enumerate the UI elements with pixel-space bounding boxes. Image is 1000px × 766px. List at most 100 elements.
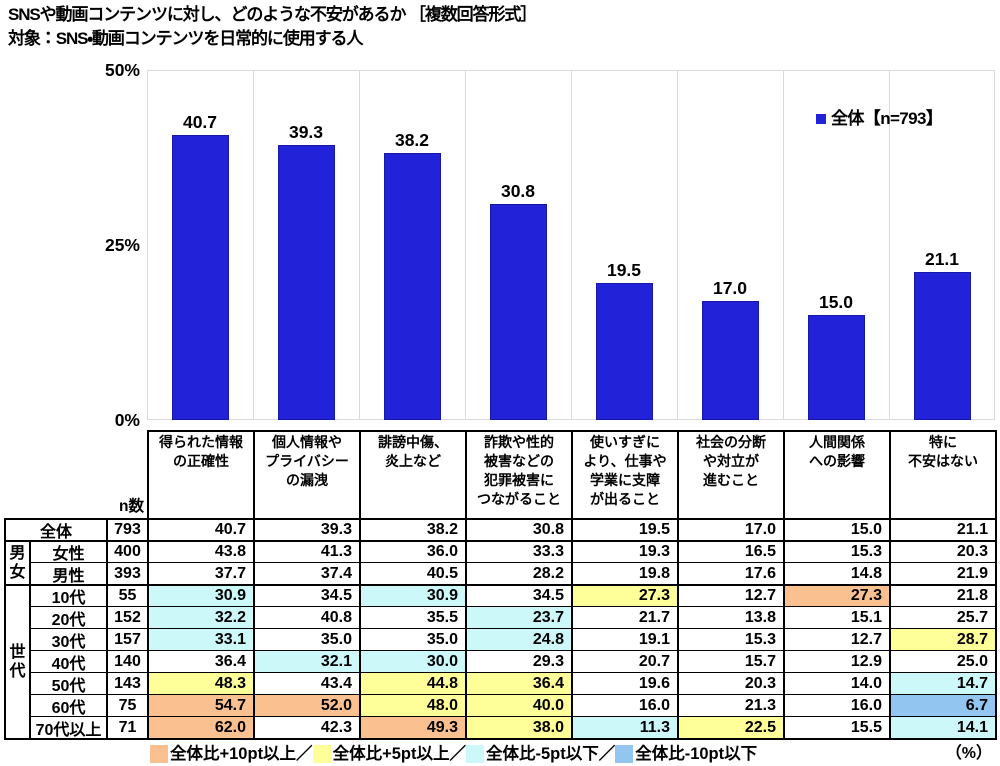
table-cell: 52.0 [253, 694, 359, 716]
table-cell: 34.5 [253, 584, 359, 606]
chart-title: SNSや動画コンテンツに対し、どのような不安があるか ［複数回答形式］ [8, 5, 537, 24]
table-cell: 32.2 [147, 606, 253, 628]
table-cell: 16.0 [783, 694, 889, 716]
gridline-vertical [677, 70, 678, 420]
table-cell: 43.8 [147, 540, 253, 562]
row-label: 20代 [29, 606, 106, 628]
table-cell: 39.3 [253, 518, 359, 540]
table-cell: 38.2 [359, 518, 465, 540]
table-cell: 30.0 [359, 650, 465, 672]
y-tick-25: 25% [104, 235, 140, 255]
highlight-label: 全体比+5pt以上／ [332, 745, 466, 763]
column-header: 特に 不安はない [889, 430, 995, 518]
table-cell: 16.0 [571, 694, 677, 716]
table-cell: 34.5 [465, 584, 571, 606]
bar-value-label: 15.0 [818, 292, 854, 312]
gridline-vertical [253, 70, 254, 420]
table-cell: 41.3 [253, 540, 359, 562]
table-cell: 40.5 [359, 562, 465, 584]
highlight-swatch-c [465, 745, 484, 763]
table-cell: 12.7 [677, 584, 783, 606]
table-cell: 20.3 [889, 540, 995, 562]
bar-value-label: 17.0 [712, 278, 748, 298]
table-cell: 15.7 [677, 650, 783, 672]
table-cell: 30.9 [359, 584, 465, 606]
table-cell: 33.1 [147, 628, 253, 650]
table-cell: 43.4 [253, 672, 359, 694]
table-cell: 12.9 [783, 650, 889, 672]
table-cell: 15.0 [783, 518, 889, 540]
table-cell: 30.9 [147, 584, 253, 606]
table-cell: 21.8 [889, 584, 995, 606]
table-cell: 21.7 [571, 606, 677, 628]
table-cell: 25.7 [889, 606, 995, 628]
table-cell: 20.7 [571, 650, 677, 672]
gridline-vertical [783, 70, 784, 420]
table-cell: 17.6 [677, 562, 783, 584]
n-value: 143 [106, 672, 147, 694]
table-cell: 19.5 [571, 518, 677, 540]
bar-1 [171, 135, 229, 420]
gridline-vertical [359, 70, 360, 420]
row-group-label-char: 女 [9, 564, 26, 581]
table-cell: 33.3 [465, 540, 571, 562]
table-cell: 17.0 [677, 518, 783, 540]
n-value: 75 [106, 694, 147, 716]
highlight-swatch-o [150, 745, 168, 763]
table-cell: 21.3 [677, 694, 783, 716]
n-value: 793 [106, 518, 147, 540]
table-cell: 20.3 [677, 672, 783, 694]
table-cell: 13.8 [677, 606, 783, 628]
table-cell: 37.4 [253, 562, 359, 584]
table-cell: 14.8 [783, 562, 889, 584]
table-cell: 12.7 [783, 628, 889, 650]
n-value: 140 [106, 650, 147, 672]
table-cell: 27.3 [571, 584, 677, 606]
row-label: 40代 [29, 650, 106, 672]
row-label: 30代 [29, 628, 106, 650]
bar-3 [383, 153, 441, 420]
column-header: 使いすぎに より、仕事や 学業に支障 が出ること [571, 430, 677, 518]
column-header: 社会の分断 や対立が 進むこと [677, 430, 783, 518]
table-cell: 22.5 [677, 716, 783, 738]
row-group-label-char: 世 [9, 644, 26, 661]
table-cell: 15.5 [783, 716, 889, 738]
table-cell: 32.1 [253, 650, 359, 672]
table-cell: 28.7 [889, 628, 995, 650]
bar-7 [807, 315, 865, 420]
bar-value-label: 39.3 [288, 122, 324, 142]
table-cell: 54.7 [147, 694, 253, 716]
table-cell: 36.0 [359, 540, 465, 562]
column-header: 人間関係 への影響 [783, 430, 889, 518]
highlight-label: 全体比+10pt以上／ [170, 745, 313, 763]
n-value: 71 [106, 716, 147, 738]
legend-swatch-icon [816, 114, 826, 124]
highlight-label: 全体比-10pt以下 [635, 745, 758, 763]
table-cell: 30.8 [465, 518, 571, 540]
row-label: 70代以上 [29, 716, 106, 738]
gridline-vertical [994, 70, 995, 420]
row-group-label: 世代 [4, 584, 29, 738]
table-cell: 6.7 [889, 694, 995, 716]
n-value: 400 [106, 540, 147, 562]
row-group-label-char: 代 [9, 663, 26, 680]
table-cell: 23.7 [465, 606, 571, 628]
table-cell: 36.4 [465, 672, 571, 694]
table-cell: 24.8 [465, 628, 571, 650]
column-header: 個人情報や プライバシー の漏洩 [253, 430, 359, 518]
table-cell: 48.0 [359, 694, 465, 716]
table-cell: 62.0 [147, 716, 253, 738]
table-cell: 19.3 [571, 540, 677, 562]
table-cell: 21.9 [889, 562, 995, 584]
table-cell: 14.0 [783, 672, 889, 694]
row-label: 50代 [29, 672, 106, 694]
bar-2 [277, 145, 335, 420]
table-cell: 40.7 [147, 518, 253, 540]
table-cell: 40.0 [465, 694, 571, 716]
chart-legend: 全体【n=793】 [816, 109, 943, 129]
n-column-header: n数 [119, 498, 144, 515]
table-cell: 44.8 [359, 672, 465, 694]
table-cell: 28.2 [465, 562, 571, 584]
n-value: 55 [106, 584, 147, 606]
row-label: 60代 [29, 694, 106, 716]
